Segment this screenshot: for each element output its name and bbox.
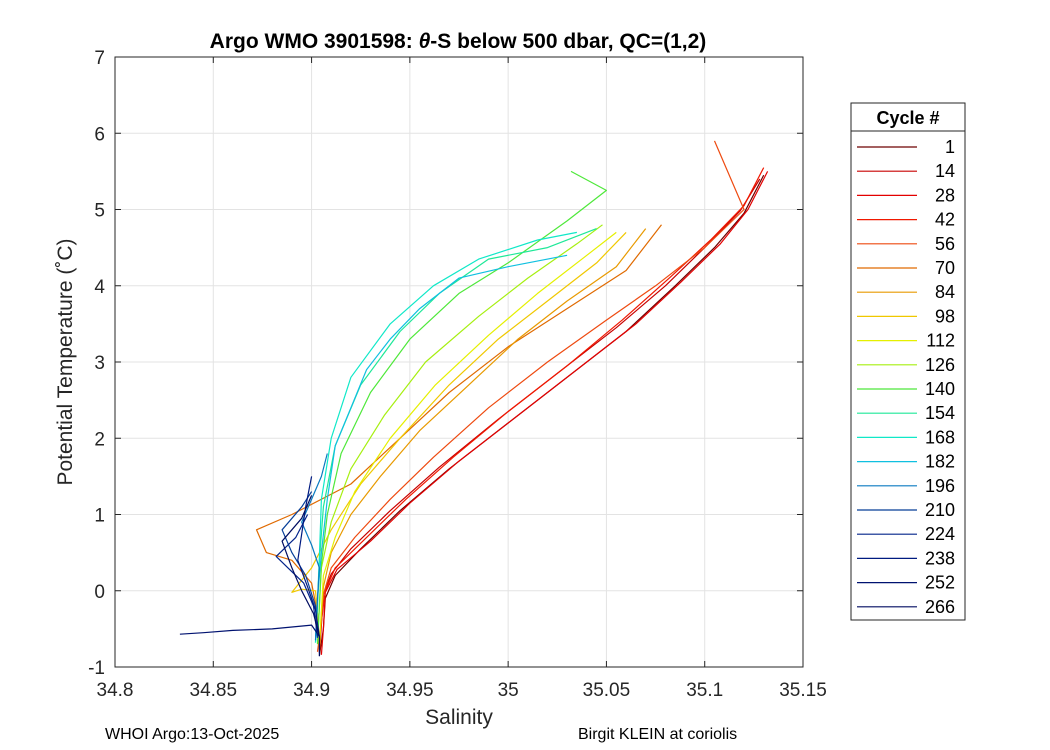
y-axis-ticks: -1 0 1 2 3 4 5 6 7 xyxy=(88,48,803,679)
y-tick-label: -1 xyxy=(88,658,105,679)
legend-label-70: 70 xyxy=(935,258,955,278)
x-tick-label: 35.1 xyxy=(686,680,723,701)
data-series xyxy=(179,140,769,657)
series-line-cycle-252 xyxy=(179,624,320,637)
series-line-cycle-266 xyxy=(281,495,320,657)
series-line-cycle-140 xyxy=(316,170,607,645)
y-tick-label: 2 xyxy=(94,429,105,450)
legend-label-224: 224 xyxy=(925,524,955,544)
legend-label-1: 1 xyxy=(945,137,955,157)
x-axis-ticks: 34.8 34.85 34.9 34.95 35 35.05 35.1 35.15 xyxy=(97,57,827,701)
y-axis-label: Potential Temperature (˚C) xyxy=(54,238,77,485)
legend-label-238: 238 xyxy=(925,548,955,568)
x-tick-label: 34.95 xyxy=(386,680,434,701)
series-line-cycle-224 xyxy=(275,514,319,637)
grid-lines xyxy=(115,57,803,667)
legend-label-182: 182 xyxy=(925,452,955,472)
series-line-cycle-42 xyxy=(318,167,765,652)
chart-title-theta: θ xyxy=(419,30,431,53)
x-tick-label: 35.15 xyxy=(779,680,827,701)
legend-label-154: 154 xyxy=(925,403,955,423)
footer-right: Birgit KLEIN at coriolis xyxy=(578,726,738,743)
legend-label-14: 14 xyxy=(935,161,955,181)
legend-label-266: 266 xyxy=(925,597,955,617)
legend-label-196: 196 xyxy=(925,476,955,496)
legend-label-140: 140 xyxy=(925,379,955,399)
legend: Cycle # 1 14 28 42 56 70 84 98 112 126 140 154 168 18… xyxy=(850,102,966,621)
y-tick-label: 0 xyxy=(94,582,105,603)
y-tick-label: 5 xyxy=(94,201,105,222)
y-tick-label: 7 xyxy=(94,48,105,69)
legend-label-252: 252 xyxy=(925,573,955,593)
legend-label-98: 98 xyxy=(935,306,955,326)
legend-label-84: 84 xyxy=(935,282,955,302)
legend-title: Cycle # xyxy=(876,108,939,128)
x-axis-label: Salinity xyxy=(425,706,493,729)
series-line-cycle-238 xyxy=(297,476,320,637)
legend-label-112: 112 xyxy=(926,331,955,351)
series-line-cycle-196 xyxy=(301,453,328,641)
chart-title-prefix: Argo WMO 3901598: xyxy=(210,30,419,53)
y-tick-label: 1 xyxy=(94,506,105,527)
chart-title-suffix: -S below 500 dbar, QC=(1,2) xyxy=(430,30,706,53)
chart-title: Argo WMO 3901598: θ-S below 500 dbar, QC… xyxy=(210,30,707,53)
x-tick-label: 34.85 xyxy=(190,680,238,701)
series-line-cycle-98 xyxy=(291,231,627,646)
legend-entries: 1 14 28 42 56 70 84 98 112 126 140 154 168 182 196 210 2… xyxy=(857,137,955,617)
legend-label-28: 28 xyxy=(935,185,955,205)
legend-label-42: 42 xyxy=(935,210,955,230)
legend-label-56: 56 xyxy=(935,234,955,254)
series-line-cycle-210 xyxy=(281,491,319,639)
x-tick-label: 35 xyxy=(498,680,519,701)
footer-left: WHOI Argo:13-Oct-2025 xyxy=(105,726,280,743)
series-line-cycle-56 xyxy=(316,140,745,652)
x-tick-label: 34.9 xyxy=(293,680,330,701)
y-tick-label: 6 xyxy=(94,124,105,145)
legend-label-210: 210 xyxy=(925,500,955,520)
series-line-cycle-112 xyxy=(318,231,617,646)
legend-label-168: 168 xyxy=(925,427,955,447)
series-line-cycle-182 xyxy=(314,254,568,641)
y-tick-label: 4 xyxy=(94,277,105,298)
series-line-cycle-28 xyxy=(320,171,769,655)
x-tick-label: 34.8 xyxy=(97,680,134,701)
legend-label-126: 126 xyxy=(925,355,955,375)
y-tick-label: 3 xyxy=(94,353,105,374)
x-tick-label: 35.05 xyxy=(583,680,631,701)
